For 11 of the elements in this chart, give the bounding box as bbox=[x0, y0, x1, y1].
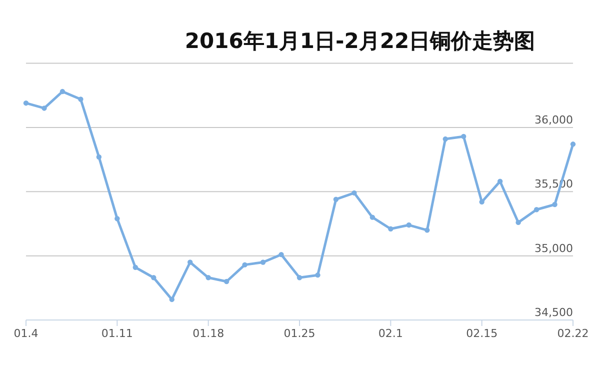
x-tick-label: 02.1 bbox=[378, 327, 403, 340]
x-tick-label: 01.18 bbox=[192, 327, 224, 340]
x-tick-label: 01.25 bbox=[284, 327, 316, 340]
x-tick-label: 02.22 bbox=[557, 327, 589, 340]
chart-title: 2016年1月1日-2月22日铜价走势图 bbox=[184, 29, 536, 53]
y-tick-label: 36,000 bbox=[534, 113, 573, 126]
x-tick-label: 01.4 bbox=[14, 327, 38, 340]
y-tick-label: 34,500 bbox=[534, 306, 573, 319]
y-tick-label: 35,000 bbox=[534, 242, 573, 255]
x-tick-label: 01.11 bbox=[101, 327, 133, 340]
x-tick-label: 02.15 bbox=[466, 327, 498, 340]
